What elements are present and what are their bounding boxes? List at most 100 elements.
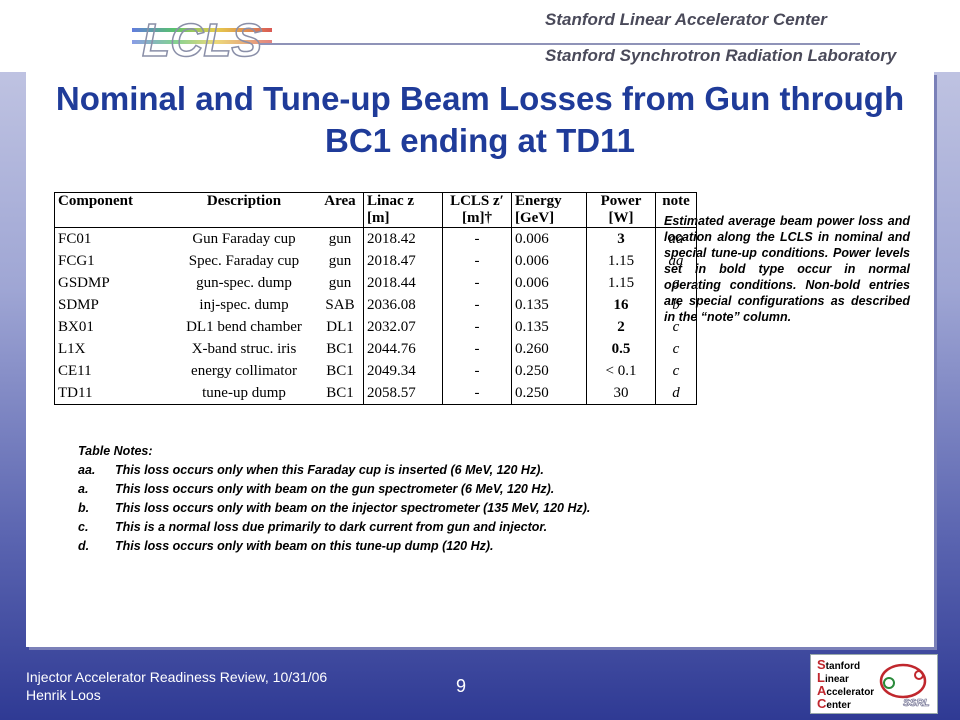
table-caption: Estimated average beam power loss and lo… — [664, 214, 910, 324]
cell-power: 30 — [586, 382, 656, 405]
cell-power: 2 — [586, 316, 656, 338]
table-row: SDMP inj-spec. dump SAB 2036.08-0.135 16 b — [54, 294, 697, 316]
cell-component: CE11 — [54, 360, 171, 382]
cell-description: Gun Faraday cup — [192, 231, 296, 247]
note-item: b. This loss occurs only with beam on the… — [78, 499, 590, 518]
table-row: L1X X-band struc. iris BC1 2044.76-0.260 0.5… — [54, 338, 697, 360]
svg-text:SSRL: SSRL — [903, 698, 930, 709]
note-item: c. This is a normal loss due primarily to… — [78, 518, 590, 537]
cell-description: Spec. Faraday cup — [188, 253, 300, 269]
cell-power: < 0.1 — [586, 360, 656, 382]
slac-logo-text: Stanford Linear Accelerator Center — [817, 657, 875, 711]
note-item: d. This loss occurs only with beam on thi… — [78, 537, 590, 556]
cell-power: 1.15 — [586, 272, 656, 294]
col-linac-z: Linac z [m] — [363, 192, 443, 228]
cell-linac-z: 2018.47 — [363, 250, 443, 272]
cell-lcls-z: - — [442, 272, 512, 294]
cell-component: SDMP — [54, 294, 171, 316]
cell-description: gun-spec. dump — [196, 275, 292, 291]
cell-energy: 0.250 — [511, 382, 587, 405]
note-text: This loss occurs only with beam on this … — [115, 539, 494, 553]
note-label: b. — [78, 501, 90, 515]
cell-description: DL1 bend chamber — [186, 319, 302, 335]
cell-note: d — [655, 382, 697, 405]
cell-note: c — [655, 360, 697, 382]
note-label: a. — [78, 482, 89, 496]
cell-component: FC01 — [54, 227, 171, 250]
cell-area: BC1 — [317, 360, 364, 382]
cell-note: b — [655, 294, 697, 316]
col-component: Component — [54, 192, 171, 228]
cell-lcls-z: - — [442, 382, 512, 405]
slac-logo-word: Accelerator — [817, 683, 875, 698]
cell-linac-z: 2018.42 — [363, 227, 443, 250]
col-description: Description — [171, 192, 317, 228]
note-item: a. This loss occurs only with beam on the… — [78, 480, 590, 499]
cell-energy: 0.006 — [511, 250, 587, 272]
table-row: FCG1 Spec. Faraday cup gun 2018.47-0.006 1.1… — [54, 250, 697, 272]
cell-area: BC1 — [317, 382, 364, 405]
cell-power: 16 — [586, 294, 656, 316]
cell-linac-z: 2036.08 — [363, 294, 443, 316]
cell-lcls-z: - — [442, 294, 512, 316]
cell-component: BX01 — [54, 316, 171, 338]
col-area: Area — [317, 192, 364, 228]
cell-area: BC1 — [317, 338, 364, 360]
cell-component: GSDMP — [54, 272, 171, 294]
table-row: CE11 energy collimator BC1 2049.34-0.250 < 0… — [54, 360, 697, 382]
cell-component: L1X — [54, 338, 171, 360]
note-text: This loss occurs only when this Faraday … — [115, 463, 544, 477]
cell-linac-z: 2018.44 — [363, 272, 443, 294]
cell-description: inj-spec. dump — [199, 297, 289, 313]
cell-area: DL1 — [317, 316, 364, 338]
cell-area: SAB — [317, 294, 364, 316]
cell-energy: 0.250 — [511, 360, 587, 382]
cell-energy: 0.006 — [511, 227, 587, 250]
cell-energy: 0.135 — [511, 294, 587, 316]
cell-component: TD11 — [54, 382, 171, 405]
cell-description: energy collimator — [191, 363, 297, 379]
lab-name-ssrl: Stanford Synchrotron Radiation Laborator… — [545, 46, 897, 65]
svg-text:LCLS: LCLS — [142, 14, 262, 66]
slac-logo-word: Center — [817, 696, 851, 711]
page-number: 9 — [456, 676, 467, 696]
cell-note: a — [655, 272, 697, 294]
table-row: BX01 DL1 bend chamber DL1 2032.07-0.135 2 c — [54, 316, 697, 338]
table-notes: Table Notes: aa. This loss occurs only wh… — [78, 442, 590, 556]
cell-energy: 0.135 — [511, 316, 587, 338]
footer-author: Henrik Loos — [26, 687, 101, 703]
cell-energy: 0.006 — [511, 272, 587, 294]
header-rule — [260, 43, 860, 45]
col-power: Power [W] — [586, 192, 656, 228]
cell-note: aa — [655, 250, 697, 272]
col-lcls-z: LCLS z′ [m]† — [442, 192, 512, 228]
notes-title: Table Notes: — [78, 444, 153, 458]
cell-linac-z: 2049.34 — [363, 360, 443, 382]
cell-component: FCG1 — [54, 250, 171, 272]
beam-loss-table: Component Description Area Linac z [m] L… — [54, 192, 697, 405]
cell-power: 3 — [586, 227, 656, 250]
cell-note: c — [655, 338, 697, 360]
footer-review-name: Injector Accelerator Readiness Review, 1… — [26, 669, 328, 685]
slide-panel: Nominal and Tune-up Beam Losses from Gun… — [26, 72, 934, 647]
cell-lcls-z: - — [442, 316, 512, 338]
cell-linac-z: 2058.57 — [363, 382, 443, 405]
note-text: This loss occurs only with beam on the g… — [115, 482, 555, 496]
table-row: FC01 Gun Faraday cup gun 2018.42-0.006 3 aa — [54, 227, 697, 250]
cell-note: c — [655, 316, 697, 338]
note-label: c. — [78, 520, 89, 534]
cell-note: aa — [655, 227, 697, 250]
cell-energy: 0.260 — [511, 338, 587, 360]
cell-description: X-band struc. iris — [191, 341, 297, 357]
ssrl-ring-icon: SSRL — [879, 663, 930, 709]
col-energy: Energy [GeV] — [511, 192, 587, 228]
cell-lcls-z: - — [442, 250, 512, 272]
cell-lcls-z: - — [442, 227, 512, 250]
lab-name-slac: Stanford Linear Accelerator Center — [545, 10, 827, 29]
slac-logo-word: Stanford — [817, 657, 861, 672]
cell-power: 0.5 — [586, 338, 656, 360]
col-note: note — [655, 192, 697, 228]
cell-area: gun — [317, 272, 364, 294]
slac-logo-word: Linear — [817, 670, 849, 685]
table-row: GSDMP gun-spec. dump gun 2018.44-0.006 1.15 a — [54, 272, 697, 294]
